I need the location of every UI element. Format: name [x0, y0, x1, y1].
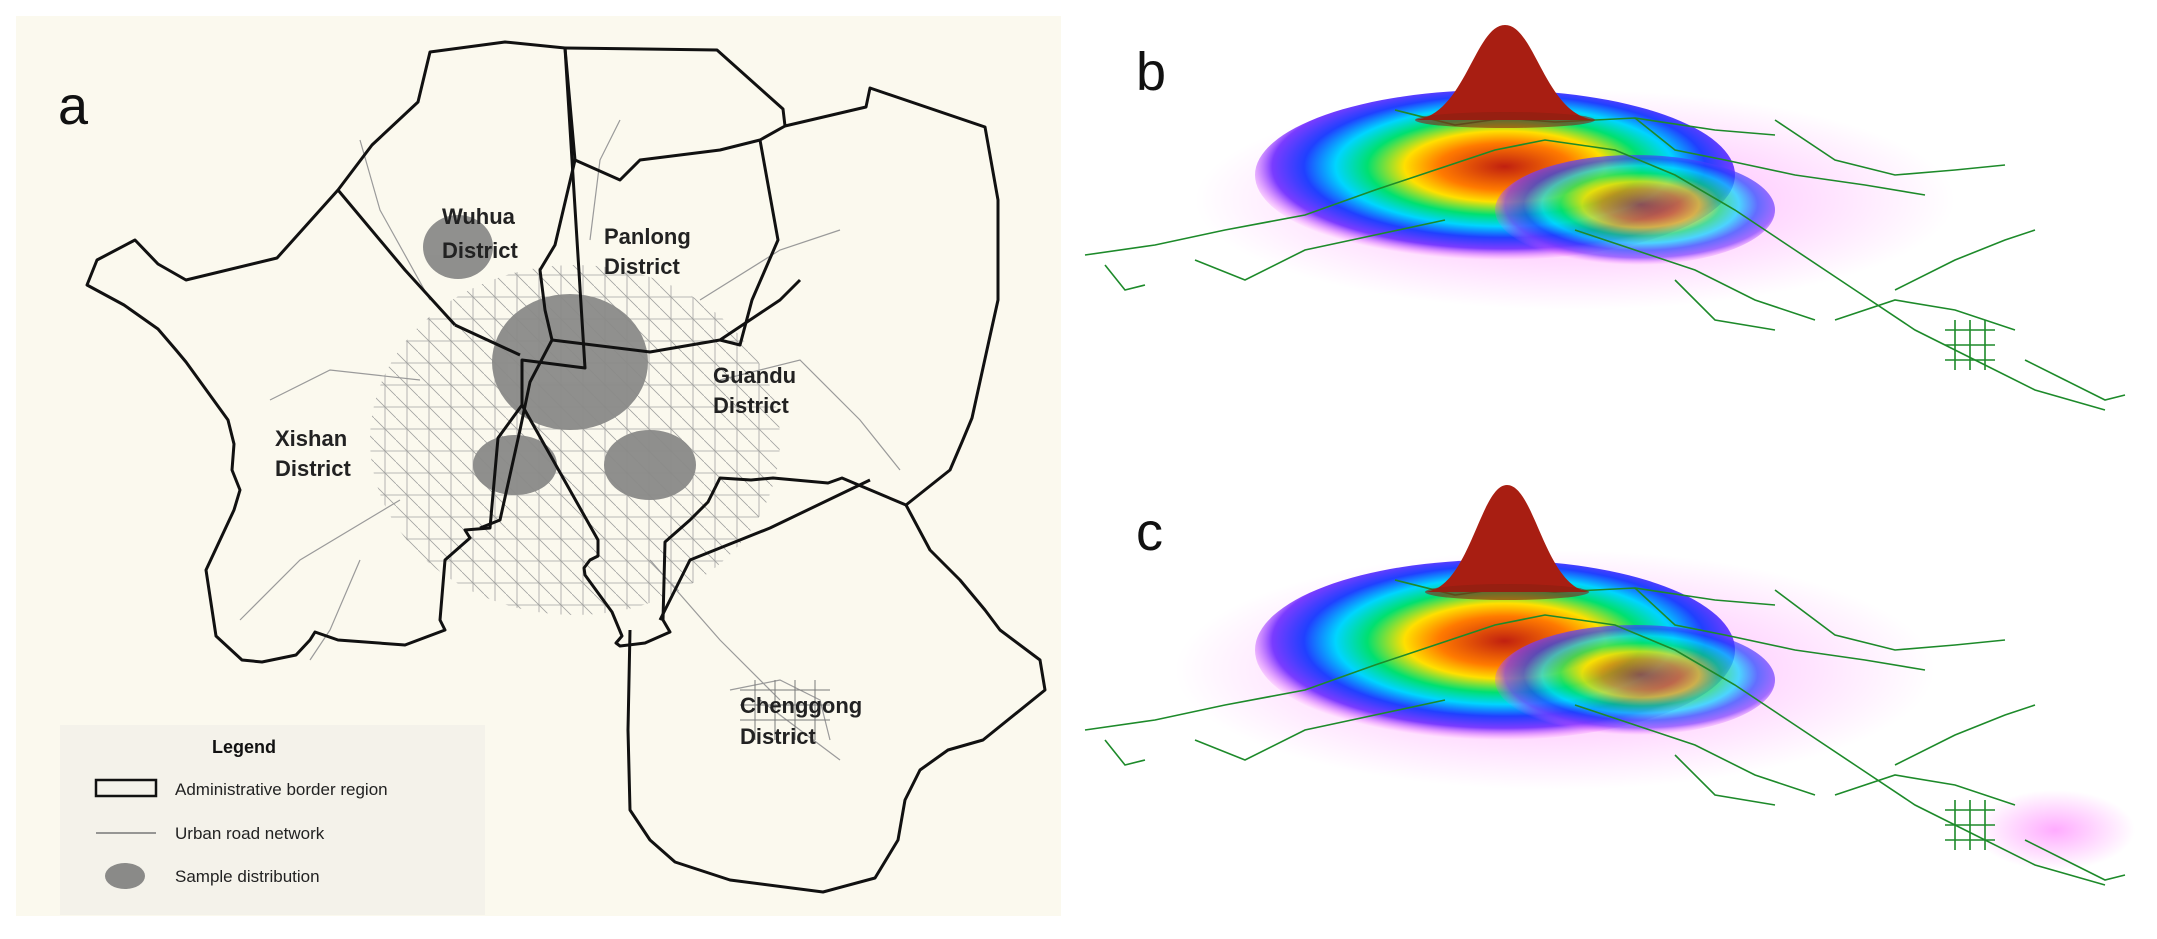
district-map: a Wuhua District Panlong District Xishan…: [16, 16, 1061, 916]
administrative-borders: [85, 40, 1047, 894]
density-surface-b-svg: b: [1084, 25, 2126, 411]
chenggong-roads: [740, 680, 830, 740]
density-peak-base: [1425, 584, 1589, 600]
label-xishan-name: Xishan: [275, 426, 347, 451]
panel-label-a: a: [58, 76, 89, 136]
density-halo-southeast: [1975, 790, 2135, 870]
density-surface-b: b: [1075, 0, 2157, 440]
panel-label-b: b: [1136, 42, 1166, 102]
label-chenggong-suffix: District: [740, 724, 816, 749]
density-peak: [1425, 485, 1590, 592]
legend-item-border: Administrative border region: [175, 780, 388, 799]
label-panlong-suffix: District: [604, 254, 680, 279]
outer-roads: [239, 119, 901, 761]
legend: Legend Administrative border region Urba…: [60, 725, 485, 915]
density-surface-c-svg: c: [1084, 485, 2135, 886]
label-wuhua-name: Wuhua: [442, 204, 516, 229]
label-chenggong-name: Chenggong: [740, 693, 862, 718]
label-xishan-suffix: District: [275, 456, 351, 481]
district-map-panel: a Wuhua District Panlong District Xishan…: [0, 0, 1070, 934]
label-guandu-name: Guandu: [713, 363, 796, 388]
density-lobe: [1495, 625, 1775, 735]
legend-sample-swatch: [105, 863, 145, 889]
sample-area-guandu: [604, 430, 696, 500]
road-network-green: [1084, 109, 2126, 411]
density-lobe: [1495, 155, 1775, 265]
panel-label-c: c: [1136, 502, 1163, 562]
density-peak: [1415, 25, 1595, 120]
density-peak-base: [1415, 112, 1595, 128]
sample-area-center: [492, 294, 648, 430]
legend-border-swatch: [94, 778, 158, 798]
density-surface-c: c: [1075, 440, 2157, 934]
label-wuhua-suffix: District: [442, 238, 518, 263]
district-labels: Wuhua District Panlong District Xishan D…: [275, 204, 862, 749]
legend-item-sample: Sample distribution: [175, 867, 320, 886]
sample-area-wuhua: [423, 215, 493, 279]
legend-title: Legend: [212, 737, 276, 757]
label-panlong-name: Panlong: [604, 224, 691, 249]
label-guandu-suffix: District: [713, 393, 789, 418]
legend-item-road: Urban road network: [175, 824, 325, 843]
